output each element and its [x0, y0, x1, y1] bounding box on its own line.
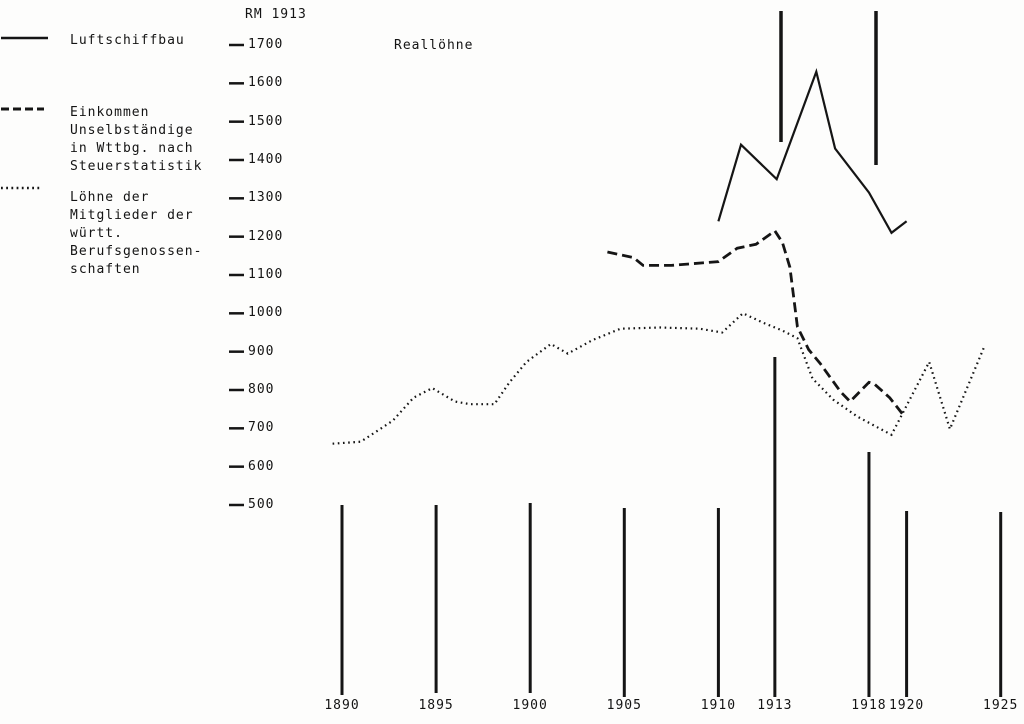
x-tick-label-1895: 1895: [418, 698, 454, 713]
x-tick-label-1910: 1910: [700, 698, 737, 713]
legend-line: Luftschiffbau: [70, 33, 185, 48]
legend-line: schaften: [70, 262, 141, 277]
series-path-loehne: [332, 311, 985, 445]
x-tick-label-1913: 1913: [757, 698, 793, 713]
x-tick-label-1920: 1920: [888, 698, 925, 713]
y-tick-label-1200: 1200: [248, 228, 284, 244]
legend-label-einkommen: Einkommen Unselbständige in Wttbg. nach …: [70, 104, 202, 176]
legend-label-loehne: Löhne der Mitglieder der württ. Berufsge…: [70, 189, 202, 279]
y-tick-label-1500: 1500: [248, 113, 284, 129]
y-tick-label-1100: 1100: [248, 266, 284, 282]
legend-sample-dotted-line-icon: [1, 186, 42, 190]
y-tick-label-1600: 1600: [248, 75, 284, 91]
legend-line: Mitglieder der: [70, 208, 194, 223]
y-tick-label-1300: 1300: [248, 190, 284, 206]
legend-label-luftschiffbau: Luftschiffbau: [70, 32, 185, 50]
y-tick-label-1000: 1000: [248, 305, 284, 321]
legend-sample-dashed-line-icon: [1, 107, 44, 111]
x-tick-label-1900: 1900: [512, 698, 548, 713]
y-tick-label-800: 800: [248, 381, 275, 397]
legend-line: Löhne der: [70, 190, 150, 205]
y-tick-label-500: 500: [248, 496, 275, 512]
legend-sample-solid-line-icon: [1, 36, 48, 40]
y-axis-unit-label: RM 1913: [245, 7, 307, 22]
series-path-luftschiffbau: [717, 68, 908, 235]
series-path-einkommen: [607, 228, 906, 418]
y-tick-label-1400: 1400: [248, 151, 284, 167]
x-tick-label-1890: 1890: [324, 698, 360, 713]
legend-line: in Wttbg. nach: [70, 141, 194, 156]
y-tick-label-600: 600: [248, 458, 275, 474]
y-tick-label-900: 900: [248, 343, 275, 359]
legend-line: württ.: [70, 226, 123, 241]
chart-title: Reallöhne: [394, 38, 474, 53]
legend-line: Steuerstatistik: [70, 159, 203, 174]
legend-line: Berufsgenossen-: [70, 244, 203, 259]
legend-line: Unselbständige: [70, 123, 194, 138]
x-tick-label-1925: 1925: [983, 698, 1019, 713]
y-tick-label-1700: 1700: [248, 37, 284, 52]
legend-line: Einkommen: [70, 105, 150, 120]
x-tick-label-1918: 1918: [851, 698, 887, 713]
x-tick-label-1905: 1905: [606, 698, 642, 713]
y-tick-label-700: 700: [248, 420, 275, 436]
